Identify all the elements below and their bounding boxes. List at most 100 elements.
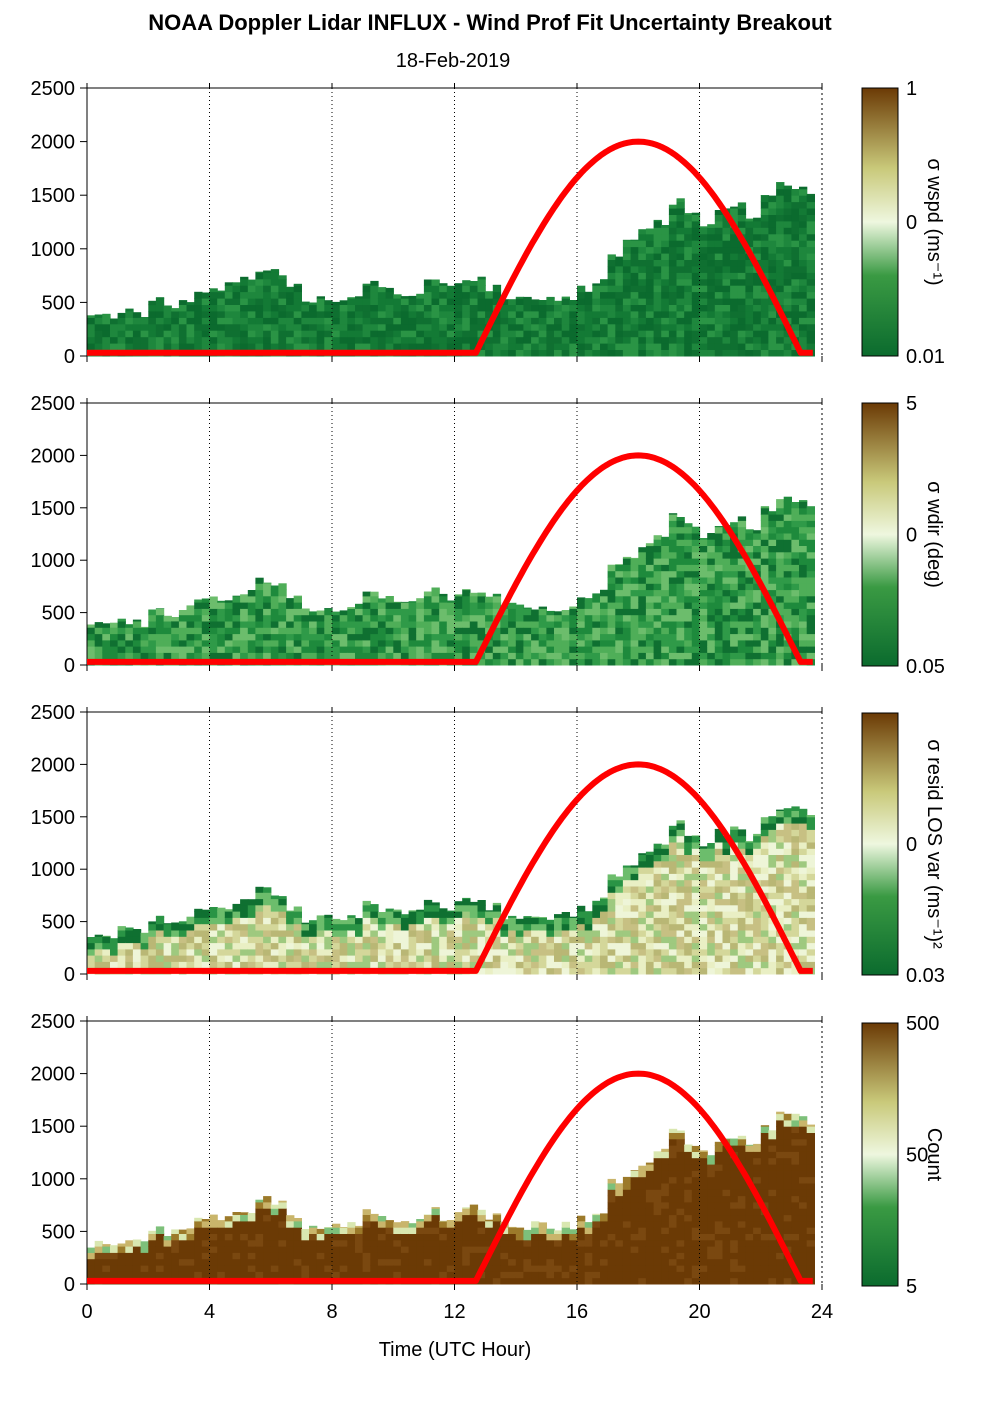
heatmap-cell bbox=[155, 917, 165, 925]
heatmap-cell bbox=[102, 336, 111, 344]
heatmap-cell bbox=[431, 1239, 440, 1247]
heatmap-cell bbox=[477, 317, 486, 325]
heatmap-cell bbox=[638, 1170, 647, 1178]
heatmap-cell bbox=[362, 317, 371, 325]
heatmap-cell bbox=[408, 930, 417, 937]
heatmap-cell bbox=[400, 961, 410, 969]
heatmap-cell bbox=[87, 942, 96, 950]
heatmap-cell bbox=[508, 923, 517, 931]
heatmap-cell bbox=[722, 583, 731, 591]
heatmap-cell bbox=[355, 603, 364, 609]
heatmap-cell bbox=[737, 520, 747, 528]
heatmap-cell bbox=[301, 942, 310, 950]
heatmap-cell bbox=[753, 614, 762, 622]
heatmap-cell bbox=[622, 278, 632, 286]
heatmap-cell bbox=[661, 1148, 670, 1152]
heatmap-cell bbox=[500, 955, 509, 962]
heatmap-cell bbox=[163, 1265, 172, 1272]
heatmap-cell bbox=[324, 330, 333, 338]
heatmap-cell bbox=[469, 336, 479, 344]
heatmap-cell bbox=[760, 854, 770, 862]
heatmap-cell bbox=[393, 621, 402, 628]
heatmap-cell bbox=[194, 343, 203, 350]
heatmap-cell bbox=[393, 298, 402, 305]
heatmap-cell bbox=[676, 917, 685, 925]
heatmap-cell bbox=[508, 967, 517, 975]
heatmap-cell bbox=[684, 558, 693, 565]
heatmap-cell bbox=[110, 336, 119, 344]
heatmap-cell bbox=[615, 330, 624, 338]
heatmap-cell bbox=[400, 652, 410, 660]
heatmap-cell bbox=[538, 330, 547, 338]
heatmap-cell bbox=[783, 808, 792, 811]
heatmap-cell bbox=[684, 523, 693, 528]
heatmap-cell bbox=[653, 285, 662, 293]
heatmap-cell bbox=[554, 611, 563, 616]
heatmap-cell bbox=[730, 942, 739, 950]
heatmap-cell bbox=[546, 1233, 555, 1241]
heatmap-cell bbox=[760, 259, 770, 267]
heatmap-cell bbox=[431, 343, 440, 350]
heatmap-cell bbox=[791, 311, 800, 318]
heatmap-cell bbox=[730, 854, 739, 862]
heatmap-cell bbox=[117, 652, 126, 660]
heatmap-cell bbox=[538, 1258, 547, 1266]
heatmap-cell bbox=[714, 621, 724, 628]
heatmap-cell bbox=[508, 1246, 517, 1253]
heatmap-cell bbox=[554, 633, 563, 641]
heatmap-cell bbox=[622, 911, 632, 918]
heatmap-cell bbox=[615, 646, 624, 653]
heatmap-cell bbox=[707, 948, 716, 956]
heatmap-cell bbox=[753, 833, 762, 837]
heatmap-cell bbox=[263, 614, 272, 622]
heatmap-cell bbox=[638, 1208, 647, 1216]
heatmap-cell bbox=[255, 646, 264, 653]
heatmap-cell bbox=[339, 936, 348, 944]
heatmap-cell bbox=[255, 961, 264, 969]
heatmap-cell bbox=[485, 304, 494, 312]
heatmap-cell bbox=[799, 810, 808, 818]
heatmap-cell bbox=[684, 602, 693, 609]
heatmap-cell bbox=[676, 1277, 685, 1285]
heatmap-cell bbox=[255, 911, 264, 918]
heatmap-cell bbox=[362, 917, 371, 925]
heatmap-cell bbox=[638, 911, 647, 918]
heatmap-cell bbox=[339, 610, 348, 616]
heatmap-cell bbox=[615, 589, 624, 597]
heatmap-cell bbox=[707, 639, 716, 647]
heatmap-cell bbox=[760, 817, 770, 824]
heatmap-cell bbox=[630, 1189, 639, 1197]
heatmap-cell bbox=[577, 942, 586, 950]
heatmap-cell bbox=[776, 810, 785, 818]
heatmap-cell bbox=[745, 614, 754, 622]
heatmap-cell bbox=[469, 1233, 479, 1241]
heatmap-cell bbox=[140, 633, 149, 641]
heatmap-cell bbox=[806, 526, 815, 534]
heatmap-cell bbox=[615, 652, 624, 660]
heatmap-cell bbox=[645, 602, 655, 609]
heatmap-cell bbox=[240, 961, 249, 969]
heatmap-cell bbox=[416, 343, 425, 350]
heatmap-cell bbox=[377, 1220, 387, 1228]
heatmap-cell bbox=[799, 545, 808, 553]
heatmap-cell bbox=[224, 627, 234, 635]
heatmap-cell bbox=[416, 1265, 425, 1272]
heatmap-cell bbox=[240, 1214, 249, 1222]
heatmap-cell bbox=[615, 564, 624, 565]
heatmap-cell bbox=[653, 879, 662, 887]
heatmap-cell bbox=[737, 259, 747, 267]
heatmap-cell bbox=[446, 948, 456, 956]
heatmap-cell bbox=[691, 233, 701, 241]
heatmap-cell bbox=[515, 658, 525, 666]
heatmap-cell bbox=[492, 633, 502, 641]
heatmap-cell bbox=[645, 621, 655, 628]
heatmap-cell bbox=[316, 936, 325, 944]
heatmap-cell bbox=[224, 285, 234, 293]
heatmap-cell bbox=[332, 304, 341, 312]
heatmap-cell bbox=[760, 349, 770, 357]
heatmap-cell bbox=[385, 343, 394, 350]
heatmap-cell bbox=[201, 639, 211, 647]
heatmap-cell bbox=[546, 349, 555, 357]
heatmap-cell bbox=[615, 1233, 624, 1241]
heatmap-cell bbox=[209, 323, 218, 331]
